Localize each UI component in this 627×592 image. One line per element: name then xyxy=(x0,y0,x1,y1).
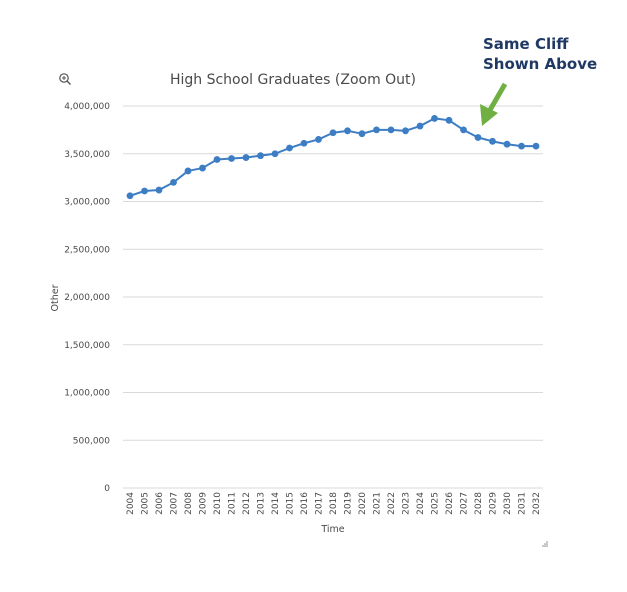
x-tick-label: 2028 xyxy=(474,492,484,515)
x-tick-label: 2032 xyxy=(532,492,542,515)
data-point[interactable] xyxy=(460,126,467,134)
arrow-head xyxy=(480,104,498,126)
x-tick-label: 2027 xyxy=(460,492,470,515)
x-tick-label: 2015 xyxy=(286,492,296,515)
data-point[interactable] xyxy=(474,134,482,141)
x-tick-label: 2007 xyxy=(170,492,180,515)
data-point[interactable] xyxy=(445,116,453,124)
x-tick-label: 2009 xyxy=(199,492,209,515)
x-tick-label: 2011 xyxy=(228,492,238,515)
data-point[interactable] xyxy=(518,142,525,150)
y-tick-label: 2,500,000 xyxy=(64,245,110,255)
data-point[interactable] xyxy=(300,139,308,147)
arrow-shaft xyxy=(487,82,508,112)
data-point[interactable] xyxy=(199,164,206,172)
data-point[interactable] xyxy=(141,187,148,195)
data-point[interactable] xyxy=(329,129,337,137)
x-tick-label: 2008 xyxy=(184,492,194,515)
x-tick-label: 2024 xyxy=(416,492,426,515)
x-tick-label: 2006 xyxy=(155,492,165,515)
chart-title: High School Graduates (Zoom Out) xyxy=(170,72,416,88)
data-point[interactable] xyxy=(503,140,511,148)
x-tick-label: 2005 xyxy=(141,492,151,515)
x-tick-label: 2022 xyxy=(387,492,397,515)
data-point[interactable] xyxy=(242,154,250,161)
data-point[interactable] xyxy=(344,127,351,135)
x-tick-label: 2031 xyxy=(518,492,528,515)
x-tick-label: 2019 xyxy=(344,492,354,515)
x-tick-label: 2010 xyxy=(213,492,223,515)
data-point[interactable] xyxy=(387,126,395,134)
data-point[interactable] xyxy=(315,136,322,143)
x-tick-label: 2012 xyxy=(242,492,252,515)
data-point[interactable] xyxy=(155,186,163,194)
data-point[interactable] xyxy=(358,130,366,138)
annotation-line-1: Same Cliff xyxy=(483,35,569,53)
x-tick-label: 2013 xyxy=(257,492,267,515)
y-axis-label: Other xyxy=(50,284,61,311)
zoom-in-icon[interactable] xyxy=(59,73,71,85)
x-tick-label: 2020 xyxy=(358,492,368,515)
x-tick-label: 2026 xyxy=(445,492,455,515)
gridlines xyxy=(123,105,543,489)
y-tick-label: 0 xyxy=(104,484,110,494)
data-point[interactable] xyxy=(416,122,424,130)
resize-grip-icon[interactable] xyxy=(542,541,548,547)
data-point[interactable] xyxy=(228,155,235,162)
data-point[interactable] xyxy=(213,156,221,163)
data-point[interactable] xyxy=(286,144,293,152)
data-point[interactable] xyxy=(431,115,438,122)
data-point[interactable] xyxy=(257,152,264,160)
x-tick-label: 2021 xyxy=(373,492,383,515)
x-tick-label: 2004 xyxy=(126,492,136,515)
data-point[interactable] xyxy=(271,150,279,158)
x-tick-label: 2023 xyxy=(402,492,412,515)
x-tick-label: 2014 xyxy=(271,492,281,515)
y-tick-label: 1,500,000 xyxy=(64,341,110,351)
annotation-arrow-icon xyxy=(480,82,508,126)
data-point[interactable] xyxy=(402,127,409,135)
data-point[interactable] xyxy=(170,179,177,186)
data-point[interactable] xyxy=(184,167,192,175)
x-tick-labels: 2004 2005 2006 2007 2008 2009 2010 2011 2012 2013… xyxy=(126,492,542,515)
y-tick-label: 4,000,000 xyxy=(64,102,110,112)
data-point[interactable] xyxy=(373,126,380,134)
y-tick-label: 500,000 xyxy=(73,436,110,446)
x-tick-label: 2017 xyxy=(315,492,325,515)
series-layer xyxy=(126,115,540,200)
y-tick-label: 3,000,000 xyxy=(64,198,110,208)
y-tick-labels: 0 500,000 1,000,000 1,500,000 2,000,000 2,500… xyxy=(64,102,110,494)
data-point[interactable] xyxy=(489,137,496,145)
x-tick-label: 2018 xyxy=(329,492,339,515)
annotation-line-2: Shown Above xyxy=(483,55,597,73)
data-point[interactable] xyxy=(532,142,540,150)
x-tick-label: 2016 xyxy=(300,492,310,515)
x-tick-label: 2030 xyxy=(503,492,513,515)
y-tick-label: 1,000,000 xyxy=(64,389,110,399)
data-point[interactable] xyxy=(126,192,134,200)
x-tick-label: 2025 xyxy=(431,492,441,515)
y-tick-label: 3,500,000 xyxy=(64,150,110,160)
y-tick-label: 2,000,000 xyxy=(64,293,110,303)
x-axis-label: Time xyxy=(320,524,344,535)
x-tick-label: 2029 xyxy=(489,492,499,515)
